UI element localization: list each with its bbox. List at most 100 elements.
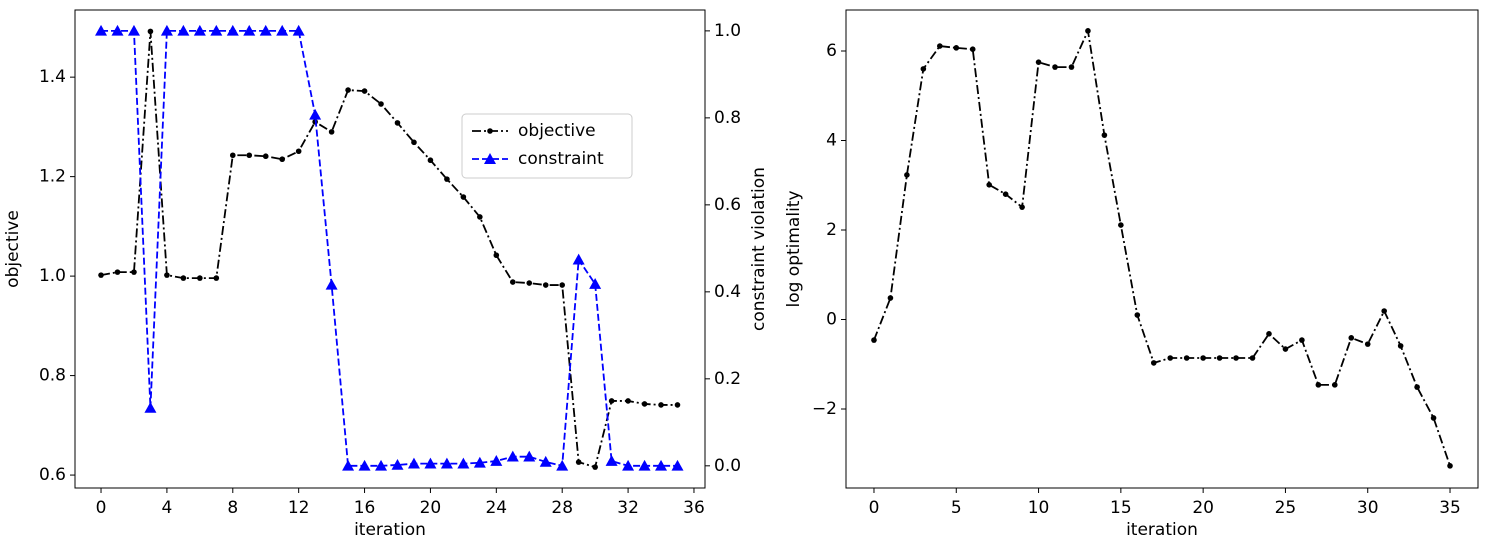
marker: [1019, 204, 1025, 210]
marker: [1068, 64, 1075, 70]
x-tick-label: 15: [1110, 498, 1132, 518]
x-tick-label: 5: [951, 498, 962, 518]
marker: [1183, 355, 1190, 361]
marker: [1364, 341, 1371, 347]
marker: [1430, 415, 1437, 421]
marker: [1348, 335, 1355, 341]
marker: [1085, 28, 1091, 34]
x-tick-label: 16: [354, 498, 376, 518]
x-tick-label: 20: [1192, 498, 1214, 518]
marker: [526, 280, 533, 286]
x-tick-label: 4: [161, 498, 172, 518]
marker: [477, 214, 483, 220]
marker: [197, 275, 203, 281]
marker: [262, 153, 269, 160]
marker: [1052, 64, 1058, 70]
marker: [1282, 346, 1289, 352]
y2-tick-label: 1.0: [714, 21, 741, 41]
marker: [309, 108, 322, 120]
marker: [246, 152, 253, 159]
x-tick-label: 28: [551, 498, 573, 518]
marker: [243, 24, 256, 36]
marker: [147, 28, 154, 35]
marker: [1101, 132, 1108, 138]
marker: [391, 458, 404, 470]
marker: [986, 182, 992, 188]
series-line: [100, 31, 678, 469]
marker: [325, 278, 338, 290]
marker: [658, 402, 664, 408]
marker: [605, 455, 618, 466]
marker: [1150, 360, 1157, 366]
marker: [1167, 355, 1174, 361]
marker: [671, 459, 684, 471]
marker: [131, 269, 137, 275]
series-line: [873, 27, 1451, 467]
marker: [210, 24, 223, 36]
plot: 0 5 10 15 20 25 30 35 −2 0 2 4 6 iteration log optimal…: [784, 9, 1479, 540]
marker: [292, 24, 305, 36]
legend-label: constraint: [518, 149, 604, 169]
x-tick-label: 30: [1357, 498, 1379, 518]
y-tick-label: 0.6: [39, 465, 66, 485]
marker: [193, 24, 206, 36]
x-tick-label: 32: [617, 498, 639, 518]
marker: [328, 129, 335, 135]
y-tick-label: 0: [826, 310, 837, 330]
legend-marker: [484, 153, 496, 164]
y2-axis-label: constraint violation: [749, 167, 769, 331]
y2-tick-label: 0.4: [714, 282, 741, 302]
marker: [953, 45, 960, 51]
x-tick-label: 36: [683, 498, 705, 518]
y-tick-label: 6: [826, 41, 837, 61]
marker: [144, 401, 157, 413]
marker: [1200, 355, 1206, 361]
marker: [279, 156, 286, 163]
marker: [345, 87, 351, 93]
marker: [622, 459, 635, 471]
plot: 0 4 8 12 16 20 24 28 32 36 0.6 0.8 1.0 1.2 1.4 0.0 0.2 0.…: [3, 9, 769, 540]
marker: [592, 464, 598, 470]
marker: [1002, 191, 1009, 198]
marker: [276, 24, 289, 36]
y-axis-label: objective: [3, 210, 23, 288]
x-tick-label: 10: [1028, 498, 1050, 518]
marker: [342, 459, 355, 471]
y2-tick-label: 0.2: [714, 369, 741, 389]
marker: [1249, 355, 1256, 361]
series-line: [101, 29, 678, 467]
y2-tick-label: 0.0: [714, 456, 741, 476]
marker: [608, 398, 615, 404]
marker: [638, 459, 651, 471]
marker: [641, 401, 648, 407]
marker: [213, 275, 220, 281]
x-tick-label: 12: [288, 498, 310, 518]
marker: [358, 459, 371, 471]
marker: [407, 457, 420, 469]
marker: [625, 398, 631, 404]
y2-tick-label: 0.8: [714, 108, 741, 128]
marker: [114, 269, 121, 275]
x-tick-label: 20: [420, 498, 442, 518]
marker: [1447, 463, 1453, 469]
marker: [920, 66, 927, 72]
y-tick-label: 4: [826, 130, 837, 150]
marker: [1035, 59, 1042, 65]
marker: [473, 456, 486, 468]
marker: [1315, 382, 1322, 388]
marker: [424, 457, 437, 469]
x-axis-label: iteration: [1126, 520, 1198, 540]
marker: [1266, 331, 1272, 337]
marker: [539, 455, 552, 467]
y-tick-label: 0.8: [39, 366, 66, 386]
x-tick-label: 8: [227, 498, 238, 518]
marker: [361, 88, 368, 94]
marker: [904, 172, 910, 178]
marker: [164, 272, 170, 278]
plot-frame: [845, 9, 1479, 489]
marker: [589, 278, 602, 289]
marker: [674, 402, 681, 408]
x-axis-label: iteration: [354, 520, 426, 540]
marker: [226, 24, 239, 36]
